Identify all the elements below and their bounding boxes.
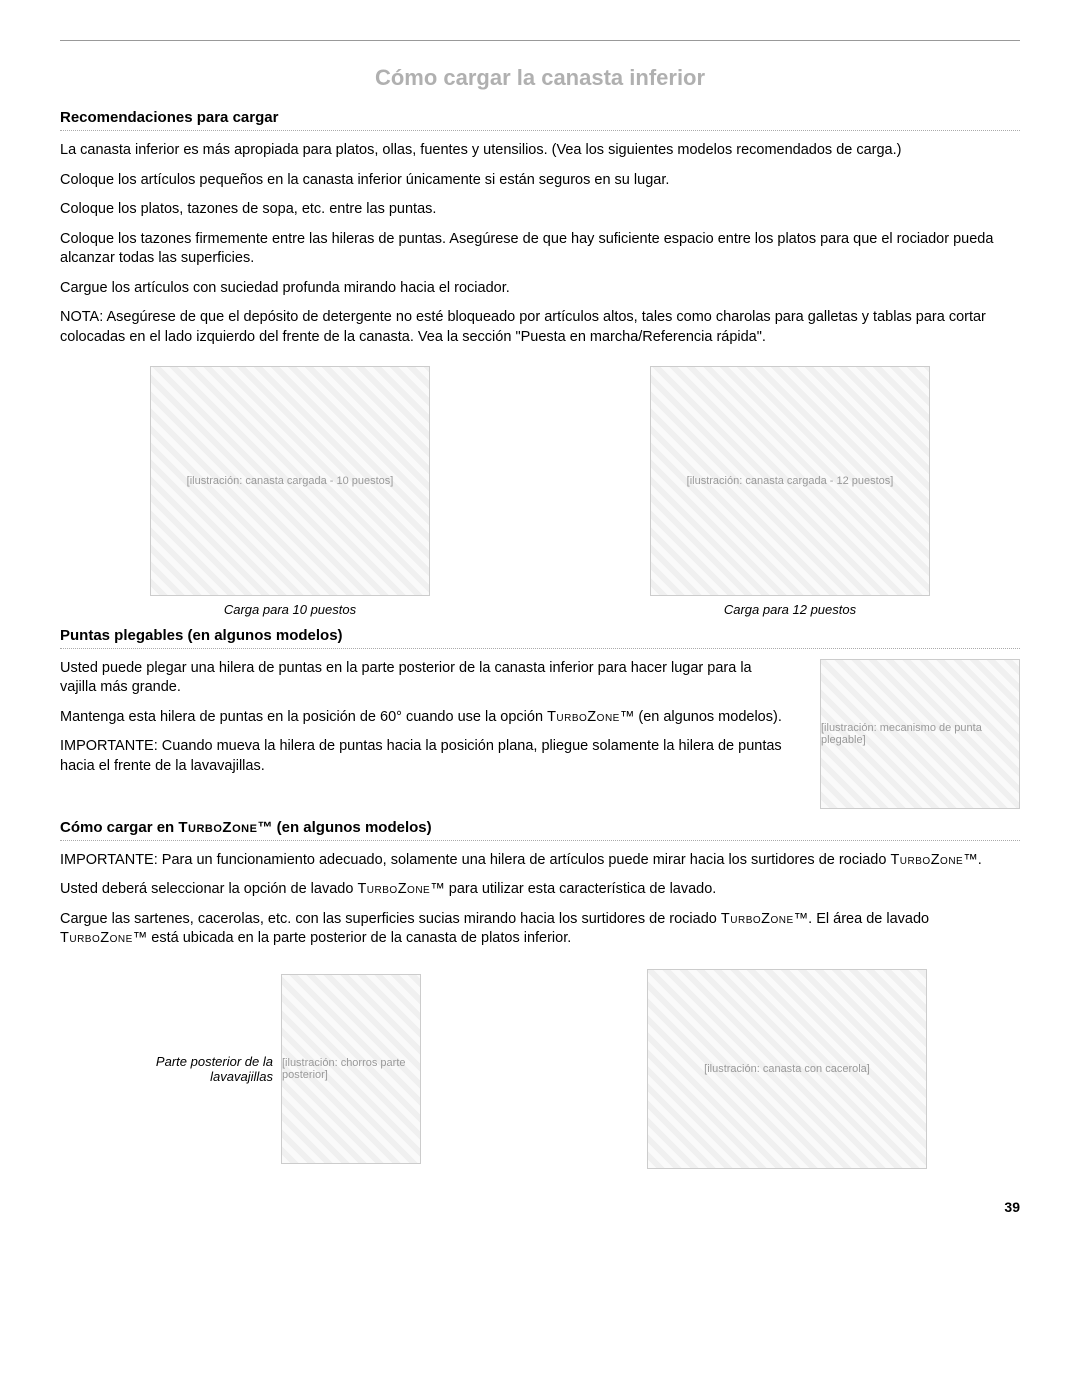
manual-page: Cómo cargar la canasta inferior Recomend… [0,0,1080,1255]
top-rule [60,40,1020,41]
turbozone-heading: TurboZone [178,819,257,836]
important-label: IMPORTANTE: [60,738,162,754]
section3-p2-a: Usted deberá seleccionar la opción de la… [60,881,357,897]
section1-p5: Cargue los artículos con suciedad profun… [60,279,1020,299]
section3-heading-b: ™ (en algunos modelos) [257,819,431,836]
section3-p1-a: Para un funcionamiento adecuado, solamen… [162,852,891,868]
note-label: NOTA: [60,309,106,325]
rear-spray-illustration: [ilustración: chorros parte posterior] [281,974,421,1164]
turbozone-label-3: TurboZone [357,881,430,897]
section1-p6: NOTA: Asegúrese de que el depósito de de… [60,308,1020,347]
basket-12-illustration: [ilustración: canasta cargada - 12 puest… [650,366,930,596]
turbozone-label-4: TurboZone [721,911,794,927]
section2-p2-b: ™ (en algunos modelos). [620,709,782,725]
section1-p3: Coloque los platos, tazones de sopa, etc… [60,200,1020,220]
section2-figure-col: [ilustración: mecanismo de punta plegabl… [820,659,1020,809]
section3-p3-b: ™. El área de lavado [794,911,929,927]
section2-text-col: Usted puede plegar una hilera de puntas … [60,659,790,787]
section1-p4: Coloque los tazones firmemente entre las… [60,230,1020,269]
section2-p1: Usted puede plegar una hilera de puntas … [60,659,790,698]
figure-12-settings: [ilustración: canasta cargada - 12 puest… [650,366,930,617]
section3-p2: Usted deberá seleccionar la opción de la… [60,880,1020,900]
section3-p3-c: ™ está ubicada en la parte posterior de … [133,930,572,946]
section3-heading-a: Cómo cargar en [60,819,178,836]
rear-caption: Parte posterior de la lavavajillas [153,1054,273,1084]
fold-tine-illustration: [ilustración: mecanismo de punta plegabl… [820,659,1020,809]
section2-heading: Puntas plegables (en algunos modelos) [60,627,1020,649]
section2-p3-text: Cuando mueva la hilera de puntas hacia l… [60,738,782,774]
basket-10-illustration: [ilustración: canasta cargada - 10 puest… [150,366,430,596]
turbozone-load-figure: [ilustración: canasta con cacerola] [647,969,927,1169]
section2-columns: Usted puede plegar una hilera de puntas … [60,659,1020,809]
section1-p1: La canasta inferior es más apropiada par… [60,141,1020,161]
turbozone-label-5: TurboZone [60,930,133,946]
page-title: Cómo cargar la canasta inferior [60,65,1020,91]
page-number: 39 [60,1199,1020,1215]
turbozone-label-2: TurboZone [890,852,963,868]
section1-p2: Coloque los artículos pequeños en la can… [60,171,1020,191]
section3-p1: IMPORTANTE: Para un funcionamiento adecu… [60,851,1020,871]
top-figure-row: [ilustración: canasta cargada - 10 puest… [60,366,1020,617]
section3-heading: Cómo cargar en TurboZone™ (en algunos mo… [60,819,1020,841]
section2-p2: Mantenga esta hilera de puntas en la pos… [60,708,790,728]
section3-p2-b: ™ para utilizar esta característica de l… [430,881,716,897]
rear-spray-figure: Parte posterior de la lavavajillas [ilus… [153,974,421,1164]
section1-p6-text: Asegúrese de que el depósito de detergen… [60,309,986,345]
figure-10-caption: Carga para 10 puestos [150,602,430,617]
section2-p3: IMPORTANTE: Cuando mueva la hilera de pu… [60,737,790,776]
figure-10-settings: [ilustración: canasta cargada - 10 puest… [150,366,430,617]
important-label-2: IMPORTANTE: [60,852,162,868]
turbozone-label: TurboZone [547,709,620,725]
turbozone-load-illustration: [ilustración: canasta con cacerola] [647,969,927,1169]
figure-12-caption: Carga para 12 puestos [650,602,930,617]
section3-p3: Cargue las sartenes, cacerolas, etc. con… [60,910,1020,949]
bottom-figure-row: Parte posterior de la lavavajillas [ilus… [60,969,1020,1169]
section3-p3-a: Cargue las sartenes, cacerolas, etc. con… [60,911,721,927]
section2-p2-a: Mantenga esta hilera de puntas en la pos… [60,709,547,725]
section1-heading: Recomendaciones para cargar [60,109,1020,131]
section3-p1-b: ™. [963,852,982,868]
